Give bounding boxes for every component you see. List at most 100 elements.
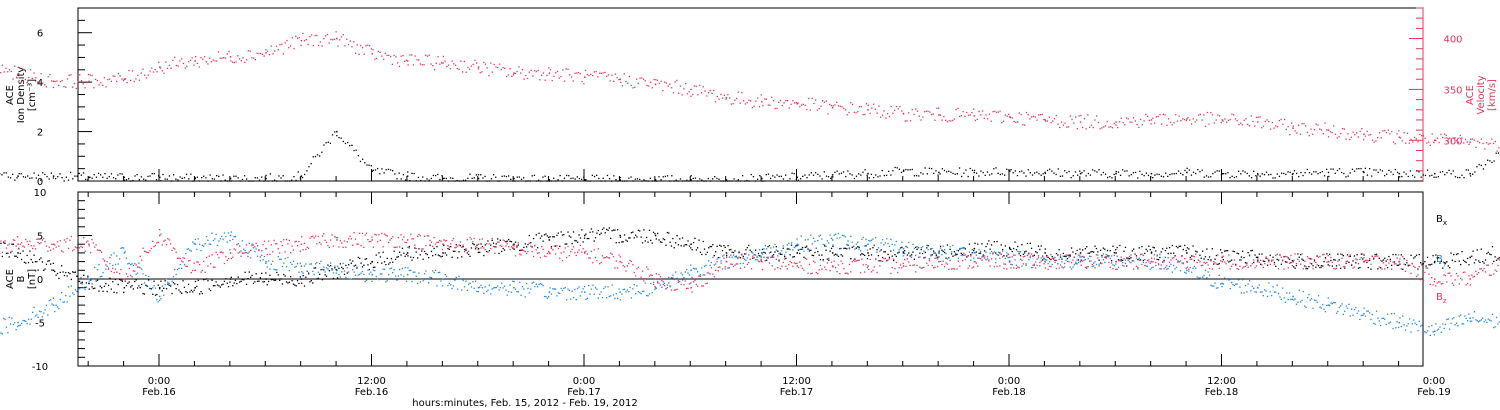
density-series-point: [821, 178, 823, 180]
by-series-point: [360, 272, 362, 274]
bx-series-point: [937, 256, 939, 258]
density-series-point: [329, 142, 332, 144]
by-series-point: [433, 271, 435, 274]
bx-series-point: [1195, 250, 1197, 252]
bx-series-point: [287, 282, 289, 284]
velocity-series-point: [1301, 123, 1303, 125]
by-series-point: [1084, 258, 1086, 261]
velocity-series-point: [1020, 113, 1022, 116]
by-series-point: [789, 248, 791, 251]
bx-series-point: [1244, 262, 1247, 264]
velocity-series-point: [563, 80, 566, 82]
bx-series-point: [408, 245, 410, 248]
by-series-point: [375, 275, 377, 278]
bx-series-point: [372, 266, 375, 269]
density-series-point: [1107, 176, 1109, 179]
by-series-point: [136, 272, 139, 274]
velocity-series-point: [1408, 142, 1410, 144]
density-series-point: [922, 173, 924, 175]
velocity-series-point: [1168, 118, 1170, 120]
velocity-series-anchor: [123, 78, 126, 80]
density-series-point: [1152, 177, 1154, 179]
density-series-point: [525, 180, 527, 182]
density-series-point: [488, 180, 490, 182]
by-series-point: [461, 289, 463, 291]
density-series-point: [1029, 172, 1031, 174]
density-series-point: [907, 169, 909, 171]
velocity-series-point: [428, 54, 430, 56]
bx-series-point: [1145, 248, 1147, 250]
bx-series-point: [601, 228, 604, 231]
bx-series-point: [1115, 249, 1117, 251]
density-series-point: [542, 176, 544, 178]
density-series-point: [1289, 171, 1291, 173]
density-series-point: [703, 180, 705, 182]
by-series-point: [1447, 318, 1449, 320]
by-series-point: [675, 271, 677, 273]
bx-series-point: [147, 279, 150, 281]
density-series-point: [1323, 175, 1326, 177]
velocity-series-anchor: [1292, 127, 1294, 129]
density-series-point: [1431, 174, 1433, 176]
density-series-point: [948, 170, 950, 172]
bx-series-point: [12, 243, 14, 245]
density-series-point: [185, 173, 188, 176]
bx-series-point: [470, 247, 473, 249]
velocity-series-point: [168, 64, 170, 67]
by-series-point: [786, 244, 788, 246]
velocity-series-point: [246, 59, 248, 61]
bx-series-point: [974, 242, 976, 244]
velocity-series-point: [84, 87, 86, 89]
bx-series-point: [670, 245, 673, 247]
density-series-point: [583, 176, 585, 178]
bx-series-point: [706, 251, 708, 253]
density-series-point: [1375, 169, 1377, 171]
velocity-series-point: [899, 105, 901, 108]
density-series-point: [222, 174, 224, 176]
by-series-point: [1460, 314, 1462, 316]
velocity-series-point: [230, 60, 232, 62]
by-series-point: [960, 247, 962, 249]
bx-series-point: [204, 278, 206, 280]
bx-series-point: [30, 258, 32, 261]
by-series-point: [457, 288, 459, 290]
density-series-point: [3, 172, 5, 174]
velocity-series-point: [1419, 133, 1421, 135]
density-series-point: [924, 167, 926, 169]
by-series-point: [763, 248, 765, 250]
bx-series-point: [1497, 258, 1499, 260]
bx-series-point: [777, 250, 779, 252]
bx-series-point: [549, 236, 551, 238]
by-series-point: [1479, 320, 1481, 322]
x-tick-date-label: Feb.17: [567, 387, 601, 398]
velocity-series-point: [1387, 129, 1389, 131]
x-tick-date-label: Feb.17: [780, 387, 814, 398]
velocity-series-point: [440, 62, 443, 64]
density-series-point: [1396, 171, 1399, 174]
density-series-point: [1349, 172, 1351, 174]
by-series-point: [1163, 261, 1165, 263]
density-series-point: [797, 179, 800, 181]
bx-series-point: [91, 286, 93, 288]
velocity-series-point: [451, 60, 453, 62]
by-series-point: [261, 254, 263, 256]
by-series-point: [214, 238, 216, 240]
velocity-series-point: [595, 70, 597, 73]
density-series-point: [46, 175, 48, 178]
by-series-point: [305, 263, 307, 265]
velocity-series-point: [676, 79, 678, 82]
bx-series-point: [1414, 256, 1416, 258]
velocity-series-point: [1096, 115, 1098, 117]
velocity-series-point: [133, 80, 135, 83]
by-series-point: [570, 298, 572, 300]
bx-series-point: [425, 252, 427, 255]
by-series-point: [1369, 312, 1371, 314]
density-series-point: [750, 173, 752, 176]
by-series-point: [1058, 258, 1060, 260]
by-series-point: [1315, 299, 1317, 302]
density-series-point: [731, 180, 733, 182]
bx-series-point: [1152, 246, 1154, 248]
by-series-point: [1152, 266, 1154, 268]
density-series-point: [241, 178, 244, 181]
